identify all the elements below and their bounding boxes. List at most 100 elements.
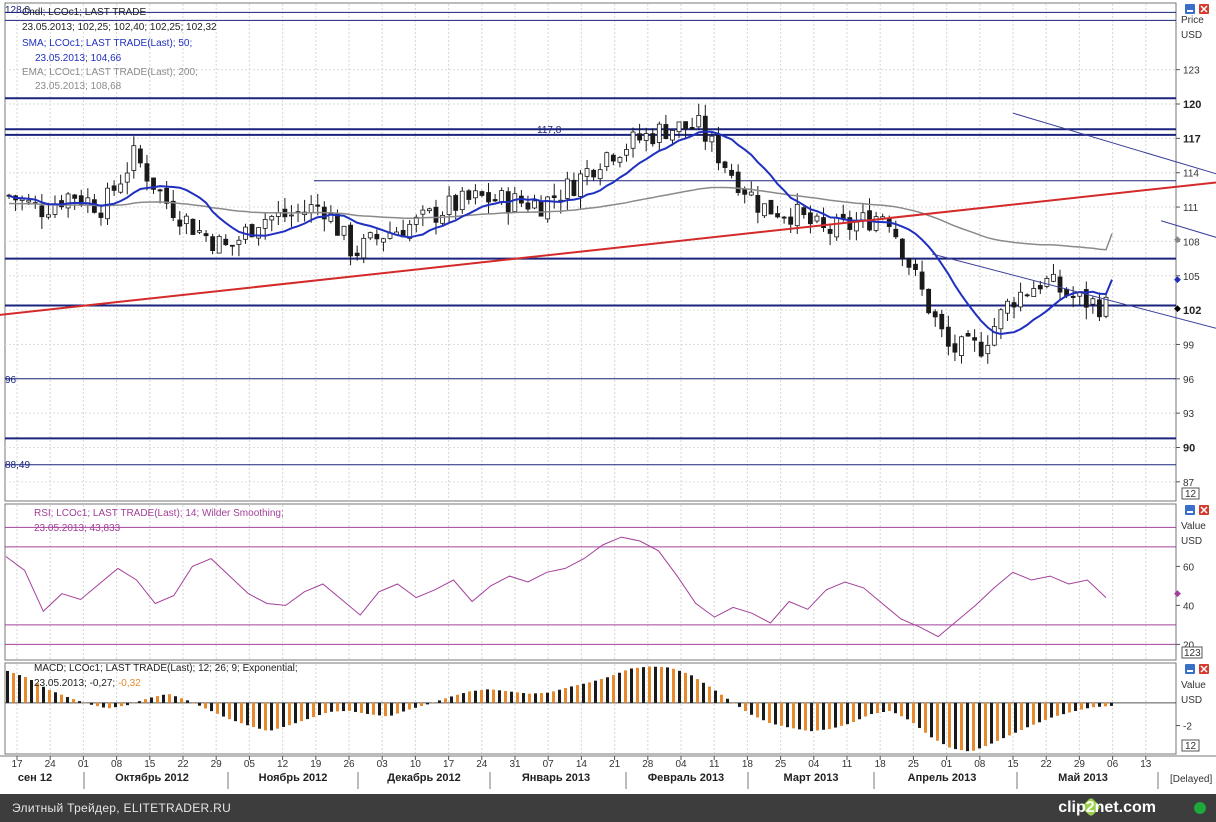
macd-histogram-bar <box>432 702 435 703</box>
macd-histogram-bar <box>534 693 537 703</box>
macd-histogram-bar <box>552 691 555 703</box>
macd-histogram-bar <box>894 702 897 714</box>
minimize-panel-button[interactable] <box>1185 4 1195 14</box>
macd-histogram-bar <box>864 702 867 717</box>
macd-histogram-bar <box>522 693 525 703</box>
macd-histogram-bar <box>384 702 387 717</box>
month-label: Ноябрь 2012 <box>259 772 328 784</box>
macd-histogram-bar <box>1038 702 1041 723</box>
candle-body <box>965 333 971 337</box>
macd-histogram-bar <box>408 702 411 710</box>
candle-body <box>236 239 242 245</box>
candle-body <box>269 216 275 221</box>
candle-body <box>308 204 314 214</box>
month-label: сен 12 <box>18 772 52 784</box>
candle-body <box>702 115 708 142</box>
macd-histogram-bar <box>846 702 849 725</box>
panel-controls <box>1185 505 1209 515</box>
macd-histogram-bar <box>156 696 159 703</box>
price-tick-label: 108 <box>1183 237 1200 248</box>
candle-body <box>472 190 478 199</box>
macd-histogram-bar <box>216 702 219 714</box>
macd-histogram-bar <box>1074 702 1077 711</box>
macd-histogram-bar <box>354 702 357 712</box>
macd-histogram-bar <box>588 682 591 703</box>
candle-body <box>584 168 590 177</box>
macd-histogram-bar <box>1050 702 1053 718</box>
price-scale-box[interactable] <box>1181 487 1200 500</box>
macd-histogram-bar <box>990 702 993 744</box>
candle-body <box>492 199 498 202</box>
day-tick-label: 18 <box>875 759 887 770</box>
candle-body <box>459 190 465 211</box>
day-tick-label: 25 <box>775 759 787 770</box>
macd-histogram-bar <box>420 702 423 707</box>
macd-histogram-bar <box>540 693 543 703</box>
candle-body <box>137 148 143 164</box>
day-tick-label: 12 <box>277 759 289 770</box>
candle-body <box>341 225 347 236</box>
rsi-axis: Value USD 60 40 20 ◆ 123 <box>1174 521 1206 659</box>
day-tick-label: 17 <box>443 759 455 770</box>
macd-histogram-bar <box>702 682 705 703</box>
candle-body <box>512 193 518 213</box>
macd-histogram-bar <box>840 702 843 726</box>
candle-body <box>939 313 945 330</box>
macd-histogram-bar <box>348 702 351 711</box>
candle-body <box>991 326 997 346</box>
candle-body <box>853 221 859 232</box>
candle-body <box>683 121 688 130</box>
price-scale-value: 12 <box>1185 489 1197 500</box>
candle-body <box>945 326 951 347</box>
candle-body <box>72 194 78 199</box>
macd-histogram-bar <box>222 702 225 717</box>
macd-histogram-bar <box>654 666 657 703</box>
minimize-icon <box>1187 511 1193 513</box>
red-trendline <box>0 181 1216 316</box>
macd-legend-values-a: 23.05.2013; -0,27; <box>34 678 118 689</box>
candle-body <box>466 190 472 200</box>
macd-histogram-bar <box>60 694 63 703</box>
panel-controls <box>1185 4 1209 14</box>
macd-histogram-bar <box>108 702 111 709</box>
day-tick-label: 22 <box>177 759 189 770</box>
candle-body <box>190 218 196 235</box>
macd-histogram-bar <box>300 702 303 722</box>
candle-body <box>716 133 721 164</box>
footer-brand[interactable]: clip2net.com <box>1058 799 1156 816</box>
macd-histogram-bar <box>624 670 627 703</box>
candle-body <box>670 130 675 141</box>
candle-body <box>223 238 229 246</box>
price-tick-label: 102 <box>1183 305 1201 317</box>
candle-body <box>893 228 899 238</box>
candle-body <box>847 217 853 230</box>
candle-body <box>591 169 597 178</box>
macd-histogram-bar <box>978 702 981 749</box>
candle-body <box>1097 299 1102 318</box>
price-overlays <box>0 112 1216 336</box>
day-tick-label: 24 <box>45 759 57 770</box>
candle-body <box>1057 276 1063 293</box>
macd-histogram-bar <box>756 702 759 718</box>
rsi-scale-box[interactable] <box>1181 646 1203 659</box>
candle-body <box>781 216 787 219</box>
candle-body <box>873 216 879 231</box>
candle-body <box>407 223 413 239</box>
candle-body <box>164 187 170 204</box>
candle-body <box>959 336 964 356</box>
minimize-panel-button[interactable] <box>1185 664 1195 674</box>
candle-body <box>124 172 130 183</box>
day-tick-label: 29 <box>1074 759 1086 770</box>
minimize-panel-button[interactable] <box>1185 505 1195 515</box>
macd-histogram-bar <box>288 702 291 726</box>
macd-histogram-bar <box>984 702 987 746</box>
macd-histogram-bar <box>1062 702 1065 715</box>
chart-canvas: 128,0 Cndl; LCOc1; LAST TRADE 23.05.2013… <box>0 2 1216 789</box>
rsi-levels <box>5 526 1176 645</box>
macd-legend: MACD; LCOc1; LAST TRADE(Last); 12; 26; 9… <box>34 663 298 689</box>
rsi-axis-title: Value <box>1181 521 1206 532</box>
macd-histogram-bar <box>402 702 405 712</box>
candle-body <box>794 203 800 227</box>
candle-body <box>808 212 813 225</box>
macd-scale-box[interactable] <box>1181 739 1200 752</box>
